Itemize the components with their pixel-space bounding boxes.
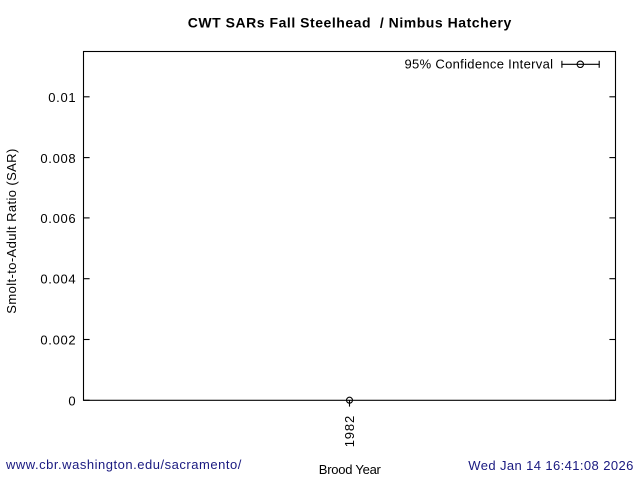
svg-text:0.008: 0.008	[40, 151, 75, 166]
svg-text:CWT SARs Fall Steelhead / Nim: CWT SARs Fall Steelhead / Nimbus Hatcher…	[188, 15, 512, 31]
svg-text:1982: 1982	[342, 416, 357, 448]
svg-text:0.006: 0.006	[40, 211, 75, 226]
svg-text:Brood Year: Brood Year	[319, 462, 382, 477]
svg-text:Smolt-to-Adult Ratio (SAR): Smolt-to-Adult Ratio (SAR)	[4, 149, 19, 314]
svg-text:0.01: 0.01	[48, 90, 75, 105]
svg-text:0.004: 0.004	[40, 272, 75, 287]
svg-text:0: 0	[68, 393, 75, 408]
svg-text:0.002: 0.002	[40, 333, 75, 348]
svg-text:95% Confidence Interval: 95% Confidence Interval	[405, 57, 554, 72]
svg-text:www.cbr.washington.edu/sacrame: www.cbr.washington.edu/sacramento/	[5, 457, 242, 472]
svg-text:Wed Jan 14 16:41:08 2026: Wed Jan 14 16:41:08 2026	[468, 458, 633, 473]
